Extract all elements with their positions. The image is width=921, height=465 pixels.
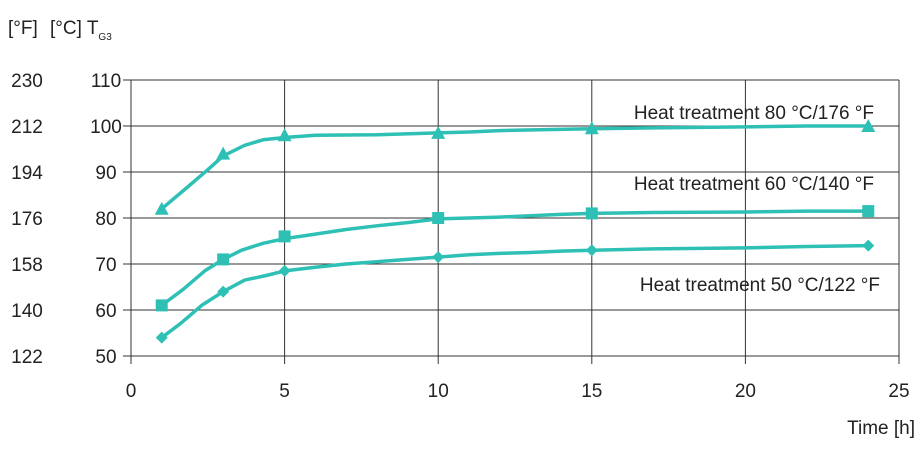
diamond-marker: [217, 285, 230, 298]
series-label: Heat treatment 60 °C/140 °F: [634, 174, 874, 195]
y-tick-label-fahrenheit: 212: [11, 117, 43, 138]
y-tick-label-fahrenheit: 122: [11, 347, 43, 368]
triangle-marker: [431, 125, 446, 139]
x-tick-label: 15: [581, 381, 602, 402]
y-tick-label-fahrenheit: 158: [11, 255, 43, 276]
y-tick-label-celsius: 80: [95, 209, 116, 230]
diamond-marker: [862, 239, 875, 252]
triangle-marker: [861, 119, 876, 132]
series-line: [159, 209, 871, 308]
y-tick-label-celsius: 50: [95, 347, 116, 368]
y-tick-label-celsius: 70: [95, 255, 116, 276]
x-tick-label: 0: [126, 381, 137, 402]
diamond-marker: [432, 251, 445, 264]
diamond-marker: [278, 264, 291, 277]
y-tick-labels: 50 122 60 140 70 158 80 176 90 194 100 212 110 230: [11, 71, 122, 368]
triangle-marker: [584, 121, 599, 135]
square-marker: [278, 230, 291, 243]
x-tick-label: 5: [279, 381, 290, 402]
triangle-marker: [216, 146, 231, 160]
y-tick-label-fahrenheit: 176: [11, 209, 43, 230]
square-marker: [217, 253, 230, 266]
series-label: Heat treatment 80 °C/176 °F: [634, 103, 874, 124]
y-tick-label-celsius: 100: [90, 117, 122, 138]
tg3-subscript: G3: [98, 32, 112, 43]
square-marker: [862, 205, 875, 218]
series-line: [159, 243, 871, 340]
x-tick-label: 20: [735, 381, 756, 402]
square-marker: [155, 299, 168, 312]
square-marker: [585, 207, 598, 220]
y-tick-label-celsius: 90: [95, 163, 116, 184]
fahrenheit-axis-unit: [°F]: [8, 18, 38, 39]
diamond-marker: [585, 244, 598, 257]
series-line: [159, 124, 871, 211]
triangle-marker: [277, 128, 292, 142]
square-marker: [432, 212, 445, 224]
y-tick-label-fahrenheit: 194: [11, 163, 43, 184]
series-lines: [159, 124, 871, 340]
series-label: Heat treatment 50 °C/122 °F: [640, 275, 880, 296]
triangle-marker: [154, 201, 169, 215]
series-labels: Heat treatment 80 °C/176 °F Heat treatmen…: [634, 103, 880, 296]
x-tick-label: 10: [428, 381, 449, 402]
y-tick-label-celsius: 60: [95, 301, 116, 322]
diamond-marker: [155, 331, 168, 344]
y-tick-label-fahrenheit: 230: [11, 71, 43, 92]
y-tick-label-celsius: 110: [91, 71, 121, 92]
x-tick-labels: 0 5 10 15 20 25: [126, 381, 910, 402]
x-tick-label: 25: [888, 381, 909, 402]
x-axis-label: Time [h]: [847, 418, 915, 439]
celsius-axis-unit: [°C] TG3: [50, 18, 112, 43]
y-tick-label-fahrenheit: 140: [11, 301, 43, 322]
series-markers: [154, 119, 876, 344]
